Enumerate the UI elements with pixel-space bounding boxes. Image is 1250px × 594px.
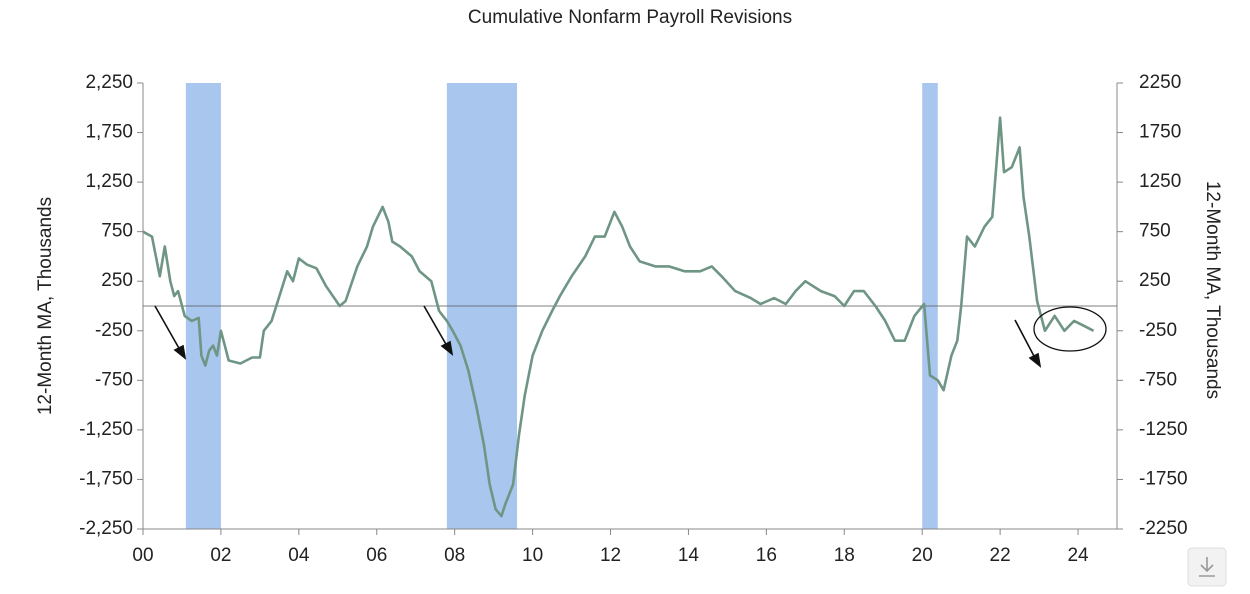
y2-tick-label: -1750 [1139,468,1188,489]
chart-title: Cumulative Nonfarm Payroll Revisions [468,7,792,28]
x-tick-label: 16 [756,545,777,566]
y2-tick-label: -750 [1139,369,1177,390]
y2-tick-label: 1750 [1139,122,1181,143]
y-tick-label: 1,250 [85,171,133,192]
x-tick-label: 04 [288,545,310,566]
x-tick-label: 12 [600,545,621,566]
x-tick-label: 10 [522,545,543,566]
arrow-head [1028,352,1042,368]
x-tick-label: 08 [444,545,465,566]
download-button[interactable] [1187,547,1227,587]
y-tick-label: -250 [95,320,133,341]
y-tick-label: 2,250 [85,72,133,93]
x-tick-label: 02 [210,545,231,566]
y-tick-label: -1,750 [79,468,133,489]
annotations [154,305,1107,368]
y2-tick-label: 750 [1139,221,1171,242]
arrow [154,305,181,351]
x-tick-label: 22 [990,545,1011,566]
arrow [423,305,448,347]
y2-tick-label: 250 [1139,270,1171,291]
y2-tick-label: -2250 [1139,518,1188,539]
y2-tick-label: -1250 [1139,419,1188,440]
arrow [1014,319,1036,359]
arrow-head [173,344,187,360]
y-tick-label: 250 [101,270,133,291]
y2-tick-label: 2250 [1139,72,1181,93]
y2-tick-label: 1250 [1139,171,1181,192]
y2-tick-label: -250 [1139,320,1177,341]
x-tick-label: 20 [912,545,933,566]
y-tick-label: 1,750 [85,122,133,143]
y-tick-label: -750 [95,369,133,390]
y-axis-label: 12-Month MA, Thousands [35,197,56,415]
series-line [142,116,1095,518]
x-tick-label: 00 [132,545,153,566]
y-tick-label: -1,250 [79,419,133,440]
y-tick-label: -2,250 [79,518,133,539]
download-icon[interactable] [1199,557,1215,577]
x-tick-label: 06 [366,545,387,566]
arrow-head [440,340,454,356]
x-tick-label: 24 [1067,545,1089,566]
x-tick-label: 18 [834,545,855,566]
y2-axis-label: 12-Month MA, Thousands [1202,181,1223,399]
y-tick-label: 750 [101,221,133,242]
x-tick-label: 14 [678,545,700,566]
highlight-ellipse [1033,306,1107,352]
